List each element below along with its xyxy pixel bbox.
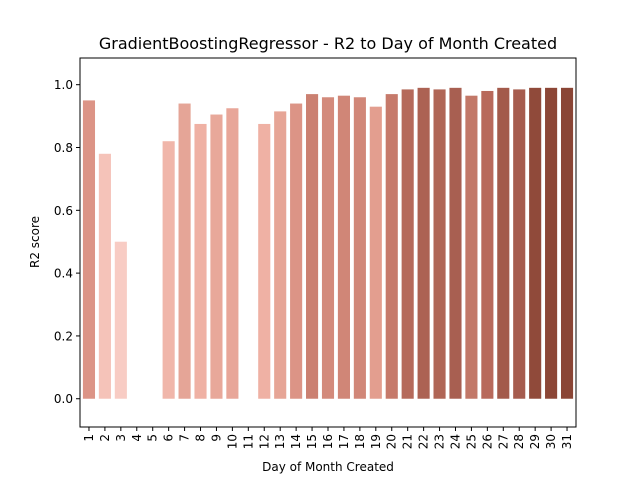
x-tick-label: 1	[82, 434, 96, 442]
x-tick-label: 16	[321, 434, 335, 449]
x-tick-label: 2	[98, 434, 112, 442]
bar-day-2	[98, 153, 111, 399]
x-axis: 1 2 3 4 5 6 7 8 9 10 11 12 13 14 15 16 17 18 19 20 21 22 23 24 2…	[82, 427, 574, 449]
x-tick-label: 9	[209, 434, 223, 442]
y-axis: 0.0 0.2 0.4 0.6 0.8 1.0	[54, 78, 80, 406]
bar-day-28	[513, 89, 526, 399]
bar-day-20	[385, 94, 398, 399]
x-tick-label: 30	[544, 434, 558, 449]
bar-day-10	[226, 108, 239, 399]
bar-day-29	[529, 87, 542, 399]
bar-day-9	[210, 114, 223, 399]
y-tick-label: 0.0	[54, 392, 73, 406]
x-tick-label: 20	[385, 434, 399, 449]
x-tick-label: 21	[401, 434, 415, 449]
bars	[82, 87, 574, 399]
bar-day-23	[433, 89, 446, 399]
x-tick-label: 14	[289, 434, 303, 449]
bar-day-21	[401, 89, 414, 399]
bar-day-3	[114, 241, 127, 399]
x-tick-label: 29	[528, 434, 542, 449]
x-tick-label: 5	[146, 434, 160, 442]
bar-day-12	[258, 123, 271, 399]
x-axis-label: Day of Month Created	[262, 460, 394, 474]
bar-day-13	[274, 111, 287, 399]
x-tick-label: 13	[273, 434, 287, 449]
y-tick-label: 0.8	[54, 141, 73, 155]
x-tick-label: 22	[417, 434, 431, 449]
bar-day-26	[481, 90, 494, 399]
x-tick-label: 7	[178, 434, 192, 442]
x-tick-label: 4	[130, 434, 144, 442]
bar-day-16	[321, 97, 335, 399]
x-tick-label: 23	[433, 434, 447, 449]
y-axis-label: R2 score	[28, 216, 42, 268]
x-tick-label: 17	[337, 434, 351, 449]
x-tick-label: 11	[241, 434, 255, 449]
x-tick-label: 8	[194, 434, 208, 442]
x-tick-label: 27	[496, 434, 510, 449]
bar-day-18	[353, 97, 366, 399]
x-tick-label: 25	[464, 434, 478, 449]
bar-day-30	[545, 87, 558, 399]
bar-day-7	[178, 103, 191, 399]
bar-day-8	[194, 123, 207, 399]
bar-day-17	[337, 95, 350, 399]
bar-day-1	[82, 100, 96, 399]
x-tick-label: 6	[162, 434, 176, 442]
x-tick-label: 24	[448, 434, 462, 449]
y-tick-label: 1.0	[54, 78, 73, 92]
x-tick-label: 3	[114, 434, 128, 442]
chart-title: GradientBoostingRegressor - R2 to Day of…	[99, 34, 557, 53]
y-tick-label: 0.2	[54, 329, 73, 343]
bar-day-15	[306, 94, 319, 399]
x-tick-label: 19	[369, 434, 383, 449]
y-tick-label: 0.6	[54, 204, 73, 218]
bar-day-22	[417, 87, 430, 399]
bar-day-24	[449, 87, 462, 399]
bar-day-27	[497, 87, 510, 399]
x-tick-label: 12	[257, 434, 271, 449]
bar-day-14	[290, 103, 303, 399]
x-tick-label: 15	[305, 434, 319, 449]
x-tick-label: 26	[480, 434, 494, 449]
x-tick-label: 28	[512, 434, 526, 449]
y-tick-label: 0.4	[54, 267, 73, 281]
x-tick-label: 18	[353, 434, 367, 449]
x-tick-label: 10	[225, 434, 239, 449]
bar-day-31	[560, 87, 574, 399]
bar-day-25	[465, 95, 478, 399]
bar-day-19	[369, 106, 382, 399]
x-tick-label: 31	[560, 434, 574, 449]
bar-day-6	[162, 141, 175, 399]
